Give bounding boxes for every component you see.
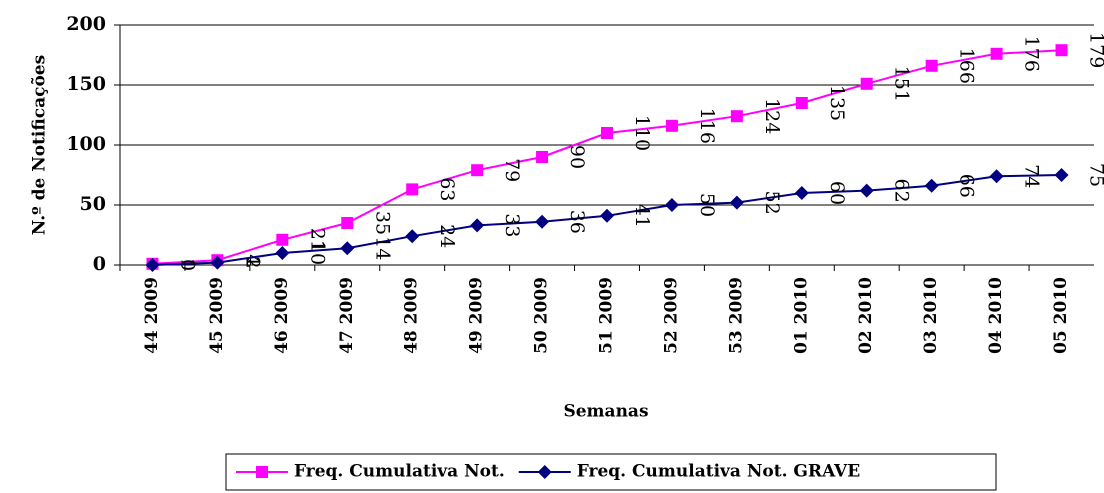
data-label: 63: [436, 177, 458, 201]
data-label: 135: [826, 85, 848, 121]
data-point: [860, 77, 873, 90]
data-label: 62: [891, 179, 913, 203]
data-point: [145, 258, 160, 272]
data-point: [1055, 44, 1068, 57]
data-label: 10: [306, 241, 328, 265]
x-tick-label: 50 2009: [532, 277, 552, 354]
data-label: 176: [1021, 36, 1043, 72]
x-tick-label: 51 2009: [597, 277, 617, 354]
data-label: 41: [631, 204, 653, 228]
data-label: 74: [1021, 164, 1043, 188]
y-tick-label: 100: [66, 133, 106, 155]
x-tick-label: 53 2009: [726, 277, 746, 354]
data-point: [536, 151, 549, 163]
x-tick-label: 52 2009: [661, 277, 681, 354]
data-label: 116: [696, 108, 718, 144]
data-point: [664, 198, 679, 212]
x-tick-label: 45 2009: [207, 277, 227, 354]
data-label: 2: [241, 257, 263, 269]
data-label: 14: [371, 236, 393, 260]
legend-marker: [537, 465, 552, 479]
data-point: [405, 229, 420, 244]
data-label: 0: [176, 259, 198, 271]
y-tick-label: 150: [66, 73, 106, 95]
y-axis-title: N.º de Notificações: [30, 55, 50, 235]
data-point: [729, 195, 744, 210]
data-point: [535, 214, 550, 229]
data-label: 24: [436, 224, 458, 248]
data-point: [340, 241, 355, 256]
x-tick-label: 03 2010: [921, 277, 941, 354]
y-tick-label: 50: [80, 193, 106, 215]
data-label: 179: [1086, 32, 1104, 68]
data-point: [275, 246, 290, 260]
data-point: [210, 255, 225, 270]
x-tick-label: 05 2010: [1051, 277, 1071, 354]
y-tick-label: 200: [66, 13, 106, 35]
x-tick-label: 04 2010: [986, 277, 1006, 354]
data-label: 21: [306, 228, 328, 252]
data-point: [470, 218, 485, 233]
legend-label: Freq. Cumulativa Not. GRAVE: [577, 462, 860, 482]
y-tick-label: 0: [93, 253, 106, 275]
data-point: [471, 164, 484, 177]
data-point: [665, 119, 678, 132]
data-point: [990, 47, 1003, 60]
data-label: 35: [371, 211, 393, 235]
data-label: 33: [501, 213, 523, 237]
data-point: [795, 97, 808, 109]
data-point: [406, 183, 419, 196]
data-label: 79: [501, 158, 523, 182]
data-point: [989, 169, 1004, 184]
x-tick-label: 47 2009: [337, 277, 357, 354]
data-point: [341, 217, 354, 229]
data-point: [924, 178, 939, 193]
data-point: [276, 233, 289, 246]
data-label: 36: [566, 210, 588, 234]
data-label: 90: [566, 145, 588, 169]
data-label: 124: [761, 98, 783, 134]
data-point: [859, 183, 874, 198]
legend-marker: [256, 466, 268, 478]
data-label: 66: [956, 174, 978, 198]
x-tick-label: 49 2009: [467, 277, 487, 354]
legend-label: Freq. Cumulativa Not.: [294, 462, 505, 482]
x-tick-label: 01 2010: [791, 277, 811, 354]
data-point: [925, 59, 938, 72]
series-line: [152, 49, 1062, 265]
data-label: 110: [631, 115, 653, 151]
data-point: [600, 208, 614, 223]
data-point: [794, 186, 809, 200]
x-axis-title: Semanas: [563, 402, 648, 422]
x-tick-label: 44 2009: [142, 277, 162, 354]
data-label: 75: [1086, 163, 1104, 187]
data-label: 166: [956, 48, 978, 84]
x-tick-label: 48 2009: [402, 277, 422, 354]
data-label: 52: [761, 191, 783, 215]
legend-box: [225, 453, 997, 491]
x-tick-label: 02 2010: [856, 277, 876, 354]
x-tick-label: 46 2009: [272, 277, 292, 354]
data-label: 50: [696, 193, 718, 217]
data-point: [601, 127, 613, 139]
data-label: 151: [891, 66, 913, 102]
data-point: [730, 110, 743, 123]
data-label: 60: [826, 181, 848, 205]
data-point: [1054, 168, 1069, 182]
